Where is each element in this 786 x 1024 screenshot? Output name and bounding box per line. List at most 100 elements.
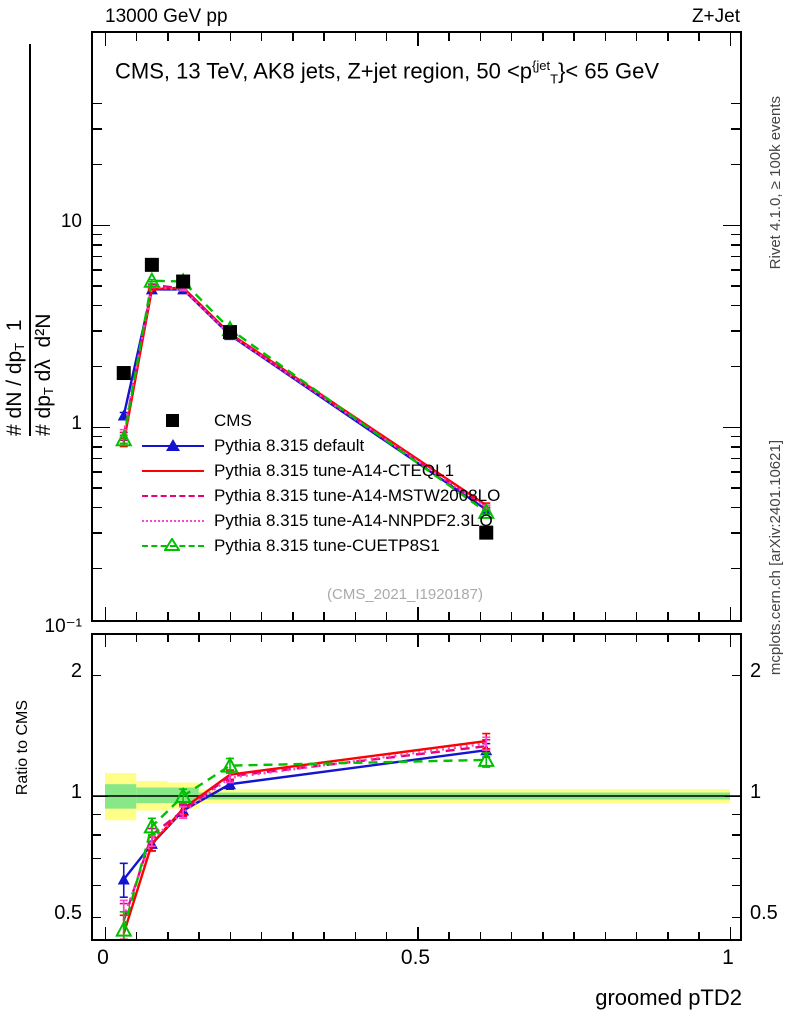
axis-tick [93, 426, 110, 429]
axis-tick [167, 33, 169, 41]
legend-key [142, 510, 204, 532]
axis-tick [510, 612, 513, 620]
axis-tick [323, 33, 325, 41]
marker-open-triangle [115, 920, 133, 937]
axis-tick [93, 532, 102, 534]
mcplots-caption: mcplots.cern.ch [arXiv:2401.10621] [767, 440, 784, 676]
x-tick-label: 0 [97, 946, 109, 969]
axis-tick [479, 612, 482, 620]
axis-tick [104, 33, 107, 46]
y-axis-denominator: # dpT dλ d²N [32, 313, 57, 436]
axis-tick [93, 435, 102, 438]
legend-item[interactable]: Pythia 8.315 default [142, 433, 500, 458]
axis-tick [260, 33, 263, 41]
legend-item[interactable]: Pythia 8.315 tune-A14-MSTW2008LO [142, 483, 500, 508]
legend-key [142, 535, 204, 557]
axis-tick [510, 932, 513, 939]
axis-tick [93, 884, 101, 887]
axis-tick [635, 612, 638, 620]
axis-tick [417, 607, 419, 620]
axis-tick [573, 612, 575, 620]
axis-tick [448, 635, 450, 642]
legend-label: Pythia 8.315 tune-A14-NNPDF2.3LO [214, 510, 493, 530]
axis-tick [731, 435, 740, 438]
cms-data-marker [223, 325, 237, 340]
axis-tick [729, 635, 732, 647]
axis-tick [698, 635, 700, 642]
axis-tick [385, 635, 388, 642]
axis-tick [731, 457, 740, 460]
axis-tick [93, 269, 102, 271]
fraction-bar [29, 44, 31, 436]
axis-tick [292, 33, 294, 41]
cms-data-marker [116, 366, 131, 381]
axis-tick [731, 446, 740, 448]
axis-tick [93, 233, 102, 236]
axis-tick [725, 795, 740, 798]
main-y-tick-label: 1 [71, 413, 82, 434]
axis-tick [479, 33, 482, 41]
series-line [122, 739, 487, 934]
axis-tick [292, 635, 294, 642]
legend-item[interactable]: Pythia 8.315 tune-CUETP8S1 [142, 533, 500, 558]
marker-open-triangle [477, 750, 495, 767]
marker-open-triangle [221, 756, 239, 773]
axis-tick [198, 635, 200, 642]
y-axis-numerator: # dN / dpT 1 [3, 319, 28, 436]
axis-tick [448, 932, 450, 939]
axis-tick [93, 365, 102, 368]
axis-tick [731, 163, 740, 166]
axis-tick [573, 932, 575, 939]
axis-tick [635, 33, 638, 41]
marker-open-triangle [143, 271, 161, 288]
axis-tick [198, 612, 200, 620]
axis-tick [104, 927, 107, 939]
axis-tick [731, 128, 740, 130]
axis-tick [167, 932, 169, 939]
plot-title: CMS, 13 TeV, AK8 jets, Z+jet region, 50 … [115, 58, 659, 87]
marker-filled-triangle [224, 778, 236, 790]
axis-tick [93, 916, 101, 919]
x-axis-title: groomed pTD2 [595, 985, 742, 1010]
axis-tick [354, 635, 357, 642]
axis-tick [542, 932, 544, 939]
ratio-y-tick-label: 0.5 [54, 902, 82, 924]
axis-tick [635, 932, 638, 939]
axis-tick [93, 244, 102, 246]
axis-tick [323, 612, 325, 620]
axis-tick [229, 33, 232, 41]
axis-tick [731, 471, 740, 473]
legend-item[interactable]: CMS [142, 408, 500, 433]
legend-item[interactable]: Pythia 8.315 tune-A14-CTEQL1 [142, 458, 500, 483]
legend-key [142, 460, 204, 482]
axis-tick [635, 635, 638, 642]
axis-tick [731, 304, 740, 307]
rivet-version-caption: Rivet 4.1.0, ≥ 100k events [767, 96, 784, 270]
axis-tick [417, 635, 419, 647]
axis-tick [731, 487, 740, 489]
axis-tick [698, 33, 700, 41]
axis-tick [385, 33, 388, 41]
legend-key [142, 485, 204, 507]
axis-tick [732, 674, 740, 677]
axis-tick [385, 932, 388, 939]
axis-tick [93, 102, 102, 105]
legend: CMS Pythia 8.315 default Pythia 8.315 tune… [142, 408, 500, 558]
axis-tick [604, 635, 607, 642]
axis-tick [604, 33, 607, 41]
axis-tick [573, 635, 575, 642]
axis-tick [104, 607, 107, 620]
axis-tick [417, 927, 419, 939]
axis-tick [732, 857, 740, 860]
analysis-watermark: (CMS_2021_I1920187) [327, 586, 483, 603]
legend-label: Pythia 8.315 tune-A14-CTEQL1 [214, 460, 455, 480]
axis-tick [354, 932, 357, 939]
axis-tick [731, 269, 740, 271]
axis-tick [93, 506, 102, 509]
cms-data-marker [479, 525, 494, 540]
axis-tick [667, 612, 669, 620]
legend-label: CMS [214, 410, 252, 430]
axis-tick [731, 330, 740, 332]
legend-item[interactable]: Pythia 8.315 tune-A14-NNPDF2.3LO [142, 508, 500, 533]
axis-tick [93, 446, 102, 448]
